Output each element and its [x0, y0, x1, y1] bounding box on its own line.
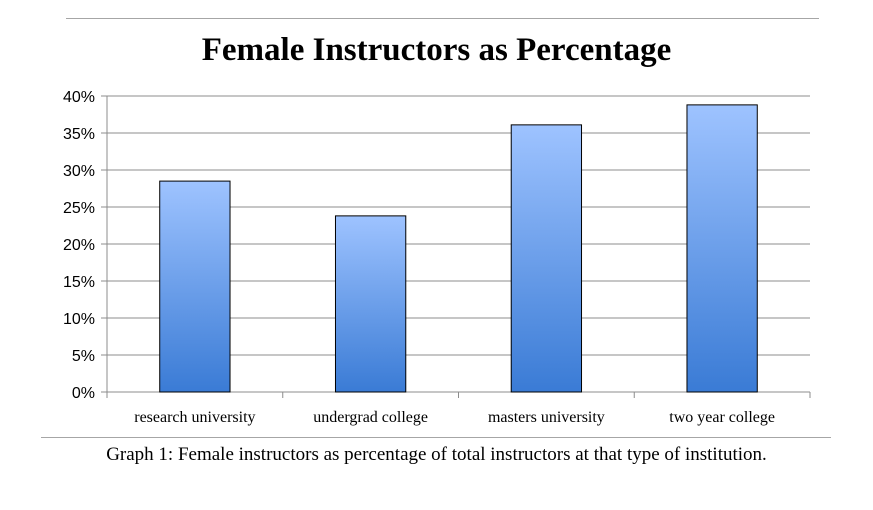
y-tick-label: 30%: [63, 163, 95, 180]
y-tick-label: 40%: [63, 89, 95, 106]
bar-masters-university: [510, 124, 583, 393]
bottom-divider: [41, 437, 831, 438]
x-category-label: two year college: [669, 409, 775, 426]
x-category-label: research university: [134, 409, 255, 426]
axis-labels: 0% 5% 10% 15% 20% 25% 30% 35% 40% research univer…: [63, 89, 775, 426]
y-tick-label: 10%: [63, 311, 95, 328]
bar-chart: 0% 5% 10% 15% 20% 25% 30% 35% 40% research univer…: [63, 89, 811, 426]
x-category-label: masters university: [488, 409, 605, 426]
bar-undergrad-college: [334, 215, 407, 393]
y-tick-label: 25%: [63, 200, 95, 217]
y-tick-label: 15%: [63, 274, 95, 291]
bars: [159, 104, 758, 393]
y-tick-label: 20%: [63, 237, 95, 254]
y-tick-label: 5%: [72, 348, 95, 365]
x-category-label: undergrad college: [313, 409, 428, 426]
figure-caption: Graph 1: Female instructors as percentag…: [106, 444, 767, 465]
bar-research-university: [159, 180, 231, 393]
y-tick-label: 0%: [72, 385, 95, 402]
bar-two-year-college: [686, 104, 758, 393]
y-tick-label: 35%: [63, 126, 95, 143]
chart-title: Female Instructors as Percentage: [201, 32, 672, 68]
top-divider: [66, 18, 819, 19]
